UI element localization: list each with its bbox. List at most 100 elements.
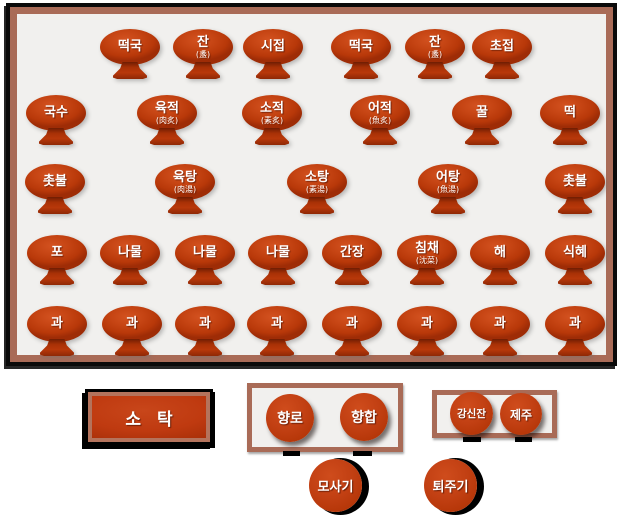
incense-stand: 향로 향합 [247,383,403,452]
ritual-dish: 과 [322,306,382,358]
incense-burner-label: 향로 [277,411,303,427]
dish-label: 나물 [118,245,142,260]
libation-stand-leg [515,437,532,442]
small-side-table: 소 탁 [85,389,213,445]
dish-label: 국수 [44,105,68,120]
ritual-dish: 침채 (沈菜) [397,235,457,287]
dish-bowl: 나물 [175,235,235,271]
dish-label: 육탕 [173,169,197,185]
ritual-dish: 과 [545,306,605,358]
dish-pedestal [115,339,149,356]
ritual-dish: 국수 [26,95,86,147]
dish-label: 떡국 [118,39,142,54]
dish-label: 식혜 [563,245,587,260]
dish-label: 육적 [155,100,179,116]
dish-pedestal [553,128,587,145]
ritual-dish: 꿀 [452,95,512,147]
dish-bowl: 잔 (盞) [173,29,233,65]
dish-pedestal [418,62,452,79]
ritual-dish: 떡 [540,95,600,147]
dish-bowl: 과 [175,306,235,342]
libation-stand-leg [463,437,481,442]
ritual-dish: 촛불 [545,164,605,216]
dish-bowl: 과 [27,306,87,342]
dish-label: 촛불 [43,174,67,189]
dish-bowl: 꿀 [452,95,512,131]
dish-label: 과 [346,316,358,331]
dish-sublabel: (肉炙) [155,115,179,125]
dish-bowl: 나물 [248,235,308,271]
ritual-dish: 간장 [322,235,382,287]
dish-sublabel: (盞) [195,49,211,59]
dish-bowl: 떡 [540,95,600,131]
dish-pedestal [38,197,72,214]
dish-label: 과 [569,316,581,331]
ritual-dish: 포 [27,235,87,287]
dish-label: 촛불 [563,174,587,189]
dish-label: 소적 [260,100,284,116]
libation-cup-bowl: 강신잔 [450,392,493,435]
dish-bowl: 촛불 [545,164,605,200]
ritual-wine-label: 제주 [509,407,533,422]
ritual-dish: 떡국 [331,29,391,81]
dish-bowl: 시접 [243,29,303,65]
dish-pedestal [256,62,290,79]
ritual-dish: 나물 [100,235,160,287]
dish-pedestal [113,62,147,79]
dish-bowl: 잔 (盞) [405,29,465,65]
dish-pedestal [335,268,369,285]
ritual-dish: 나물 [248,235,308,287]
dish-bowl: 소탕 (素湯) [287,164,347,200]
ritual-dish: 시접 [243,29,303,81]
dish-label: 꿀 [476,105,488,120]
dish-sublabel: (素炙) [260,115,284,125]
dish-sublabel: (沈菜) [415,255,439,265]
incense-stand-leg [353,451,372,456]
dish-bowl: 국수 [26,95,86,131]
dish-pedestal [300,197,334,214]
ritual-dish: 어탕 (魚湯) [418,164,478,216]
dish-label: 어탕 [436,169,460,185]
dish-label: 나물 [193,245,217,260]
ritual-dish: 어적 (魚炙) [350,95,410,147]
ritual-dish: 해 [470,235,530,287]
dish-bowl: 과 [397,306,457,342]
dish-pedestal [485,62,519,79]
dish-label: 과 [421,316,433,331]
dish-pedestal [483,339,517,356]
dish-pedestal [39,128,73,145]
dish-label: 과 [126,316,138,331]
ritual-dish: 과 [175,306,235,358]
dish-bowl: 육탕 (肉湯) [155,164,215,200]
dish-sublabel: (魚湯) [436,184,460,194]
dish-pedestal [188,268,222,285]
ritual-wine-bowl: 제주 [500,393,542,435]
dish-pedestal [261,268,295,285]
dish-label: 포 [51,245,63,260]
ritual-dish: 식혜 [545,235,605,287]
dish-label: 과 [271,316,283,331]
incense-stand-leg [283,451,300,456]
ritual-dish: 과 [247,306,307,358]
dish-bowl: 과 [102,306,162,342]
dish-label: 해 [494,245,506,260]
dish-pedestal [558,339,592,356]
small-side-table-top: 소 탁 [88,392,210,442]
dish-pedestal [188,339,222,356]
dish-pedestal [168,197,202,214]
toejugi-label: 퇴주기 [432,480,469,495]
dish-bowl: 떡국 [331,29,391,65]
dish-bowl: 과 [322,306,382,342]
dish-pedestal [40,268,74,285]
incense-box-bowl: 향합 [340,393,388,441]
dish-pedestal [431,197,465,214]
dish-bowl: 어적 (魚炙) [350,95,410,131]
dish-label: 간장 [340,245,364,260]
dish-label: 어적 [368,100,392,116]
dish-pedestal [186,62,220,79]
dish-pedestal [483,268,517,285]
dish-pedestal [558,268,592,285]
dish-pedestal [260,339,294,356]
dish-sublabel: (肉湯) [173,184,197,194]
dish-pedestal [113,268,147,285]
